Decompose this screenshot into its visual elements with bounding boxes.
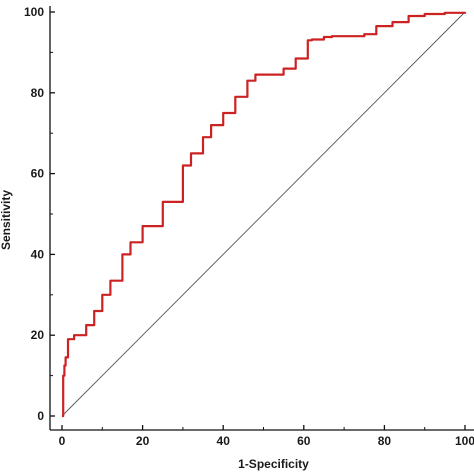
x-tick-label: 0 — [59, 434, 66, 448]
axes — [49, 6, 474, 431]
x-tick-label: 20 — [136, 434, 150, 448]
y-tick-label: 40 — [31, 247, 45, 261]
y-tick-label: 60 — [31, 167, 45, 181]
x-tick-label: 60 — [297, 434, 311, 448]
x-axis-label: 1-Specificity — [238, 457, 309, 471]
reference-diagonal-layer — [61, 11, 466, 417]
y-ticks: 0 20 40 60 80 100 — [24, 5, 55, 423]
roc-curve-line — [62, 11, 467, 418]
x-tick-label: 40 — [217, 434, 231, 448]
y-axis-label: Sensitivity — [0, 190, 13, 250]
x-ticks: 0 20 40 60 80 100 — [59, 425, 474, 448]
y-tick-label: 0 — [37, 409, 44, 423]
y-tick-label: 20 — [31, 328, 45, 342]
reference-diagonal-line — [61, 11, 466, 417]
x-tick-label: 100 — [455, 434, 474, 448]
y-tick-label: 100 — [24, 5, 44, 19]
roc-curve-layer — [62, 11, 467, 418]
x-tick-label: 80 — [378, 434, 392, 448]
y-tick-label: 80 — [31, 86, 45, 100]
